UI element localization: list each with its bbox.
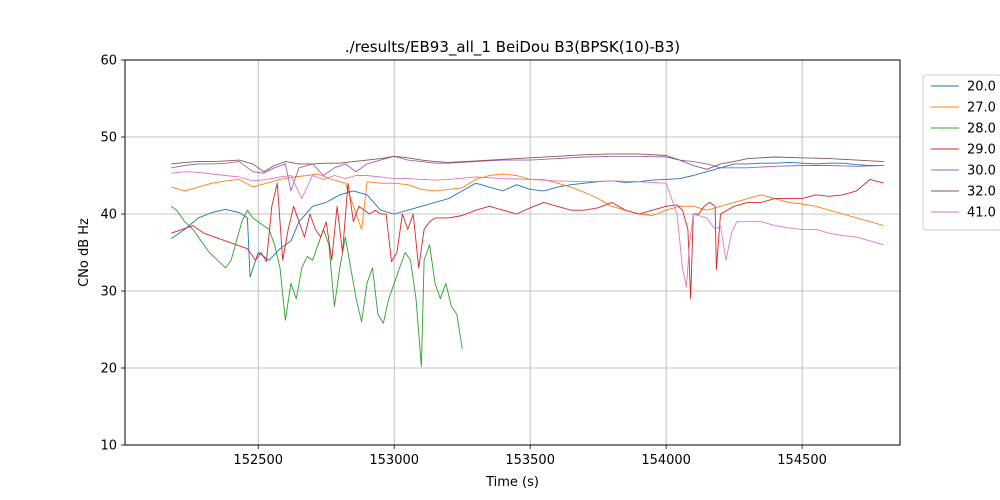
y-tick-label: 10 [100,439,117,454]
y-tick-label: 40 [100,208,117,223]
series-line-29-0 [171,178,884,300]
x-tick-label: 154000 [641,453,691,468]
y-tick-label: 60 [100,54,117,69]
x-axis-label: Time (s) [485,475,539,490]
y-tick-label: 30 [100,285,117,300]
x-tick-label: 153000 [369,453,419,468]
axis-ticks: 152500 153000 153500 154000 154500 10 20 30 40 50… [100,54,826,469]
y-tick-label: 20 [100,362,117,377]
x-tick-label: 152500 [233,453,283,468]
legend-label: 30.0 [967,164,996,179]
series-line-30-0 [171,155,884,192]
chart-title: ./results/EB93_all_1 BeiDou B3(BPSK(10)-… [345,38,680,57]
x-tick-label: 153500 [505,453,555,468]
plot-frame [124,59,901,446]
legend-label: 32.0 [967,185,996,200]
series-line-32-0 [171,153,884,173]
y-axis-label: CNo dB Hz [77,218,92,287]
legend-label: 28.0 [967,122,996,137]
legend-label: 41.0 [967,206,996,221]
legend-label: 20.0 [967,80,996,95]
legend: 20.0 27.0 28.0 29.0 30.0 32.0 41.0 [922,74,1000,231]
series-group [170,153,884,367]
series-line-41-0 [171,171,884,288]
x-tick-label: 154500 [777,453,827,468]
series-line-20-0 [170,161,884,278]
legend-label: 27.0 [967,101,996,116]
y-tick-label: 50 [100,131,117,146]
legend-label: 29.0 [967,143,996,158]
series-line-28-0 [170,205,463,367]
